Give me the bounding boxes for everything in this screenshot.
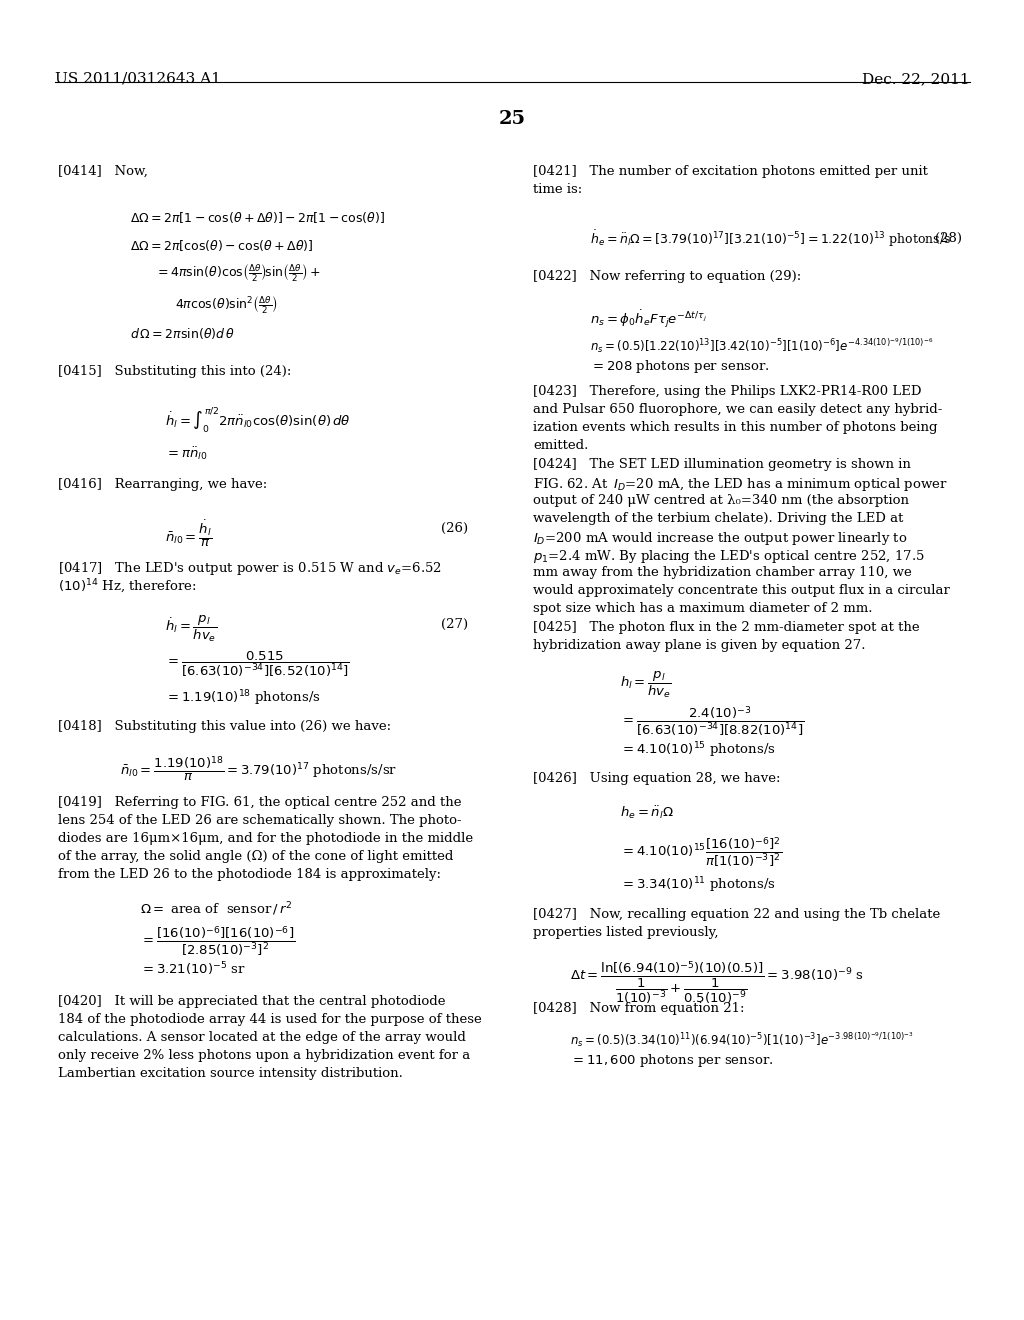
- Text: [0416]   Rearranging, we have:: [0416] Rearranging, we have:: [58, 478, 267, 491]
- Text: $\bar{n}_{l0} = \dfrac{1.19(10)^{18}}{\pi} = 3.79(10)^{17}$ photons/s/sr: $\bar{n}_{l0} = \dfrac{1.19(10)^{18}}{\p…: [120, 754, 397, 783]
- Text: [0423]   Therefore, using the Philips LXK2-PR14-R00 LED: [0423] Therefore, using the Philips LXK2…: [534, 385, 922, 399]
- Text: (27): (27): [441, 618, 468, 631]
- Text: 25: 25: [499, 110, 525, 128]
- Text: $= 4.10(10)^{15}$ photons/s: $= 4.10(10)^{15}$ photons/s: [620, 741, 775, 759]
- Text: only receive 2% less photons upon a hybridization event for a: only receive 2% less photons upon a hybr…: [58, 1049, 470, 1063]
- Text: 184 of the photodiode array 44 is used for the purpose of these: 184 of the photodiode array 44 is used f…: [58, 1012, 481, 1026]
- Text: $\Delta\Omega = 2\pi[\cos(\theta)-\cos(\theta+\Delta\theta)]$: $\Delta\Omega = 2\pi[\cos(\theta)-\cos(\…: [130, 238, 313, 253]
- Text: lens 254 of the LED 26 are schematically shown. The photo-: lens 254 of the LED 26 are schematically…: [58, 814, 462, 828]
- Text: hybridization away plane is given by equation 27.: hybridization away plane is given by equ…: [534, 639, 865, 652]
- Text: diodes are 16μm×16μm, and for the photodiode in the middle: diodes are 16μm×16μm, and for the photod…: [58, 832, 473, 845]
- Text: $\Delta t = \dfrac{\ln[(6.94(10)^{-5})(10)(0.5)]}{\dfrac{1}{1(10)^{-3}}+\dfrac{1: $\Delta t = \dfrac{\ln[(6.94(10)^{-5})(1…: [570, 960, 864, 1007]
- Text: spot size which has a maximum diameter of 2 mm.: spot size which has a maximum diameter o…: [534, 602, 872, 615]
- Text: $= 208$ photons per sensor.: $= 208$ photons per sensor.: [590, 358, 770, 375]
- Text: wavelength of the terbium chelate). Driving the LED at: wavelength of the terbium chelate). Driv…: [534, 512, 903, 525]
- Text: [0415]   Substituting this into (24):: [0415] Substituting this into (24):: [58, 366, 292, 378]
- Text: US 2011/0312643 A1: US 2011/0312643 A1: [55, 73, 221, 86]
- Text: $\dot{h}_l = \dfrac{p_l}{hv_e}$: $\dot{h}_l = \dfrac{p_l}{hv_e}$: [165, 614, 217, 644]
- Text: $I_D$=200 mA would increase the output power linearly to: $I_D$=200 mA would increase the output p…: [534, 531, 907, 546]
- Text: [0417]   The LED's output power is 0.515 W and $v_e$=6.52: [0417] The LED's output power is 0.515 W…: [58, 560, 442, 577]
- Text: $p_1$=2.4 mW. By placing the LED's optical centre 252, 17.5: $p_1$=2.4 mW. By placing the LED's optic…: [534, 548, 925, 565]
- Text: $n_s = (0.5)(3.34(10)^{11})(6.94(10)^{-5})[1(10)^{-3}]e^{-3.98(10)^{-9}/1(10)^{-: $n_s = (0.5)(3.34(10)^{11})(6.94(10)^{-5…: [570, 1030, 913, 1049]
- Text: [0425]   The photon flux in the 2 mm-diameter spot at the: [0425] The photon flux in the 2 mm-diame…: [534, 620, 920, 634]
- Text: [0424]   The SET LED illumination geometry is shown in: [0424] The SET LED illumination geometry…: [534, 458, 911, 471]
- Text: $= 1.19(10)^{18}$ photons/s: $= 1.19(10)^{18}$ photons/s: [165, 688, 321, 708]
- Text: $= 3.21(10)^{-5}$ sr: $= 3.21(10)^{-5}$ sr: [140, 960, 246, 978]
- Text: $\Omega = $ area of  sensor$\,/\,r^2$: $\Omega = $ area of sensor$\,/\,r^2$: [140, 900, 292, 917]
- Text: of the array, the solid angle (Ω) of the cone of light emitted: of the array, the solid angle (Ω) of the…: [58, 850, 454, 863]
- Text: $= \pi\ddot{n}_{l0}$: $= \pi\ddot{n}_{l0}$: [165, 445, 208, 462]
- Text: (26): (26): [441, 521, 468, 535]
- Text: $4\pi\cos(\theta)\sin^2\!\left(\frac{\Delta\theta}{2}\right)$: $4\pi\cos(\theta)\sin^2\!\left(\frac{\De…: [175, 294, 278, 317]
- Text: FIG. 62. At  $I_D$=20 mA, the LED has a minimum optical power: FIG. 62. At $I_D$=20 mA, the LED has a m…: [534, 477, 947, 492]
- Text: would approximately concentrate this output flux in a circular: would approximately concentrate this out…: [534, 583, 950, 597]
- Text: $= 11,600$ photons per sensor.: $= 11,600$ photons per sensor.: [570, 1052, 773, 1069]
- Text: output of 240 μW centred at λ₀=340 nm (the absorption: output of 240 μW centred at λ₀=340 nm (t…: [534, 494, 909, 507]
- Text: $\dot{h}_l = \int_0^{\pi/2} 2\pi\ddot{n}_{l0}\cos(\theta)\sin(\theta)\,d\theta$: $\dot{h}_l = \int_0^{\pi/2} 2\pi\ddot{n}…: [165, 405, 351, 434]
- Text: $= \dfrac{0.515}{[6.63(10)^{-34}][6.52(10)^{14}]}$: $= \dfrac{0.515}{[6.63(10)^{-34}][6.52(1…: [165, 649, 349, 680]
- Text: emitted.: emitted.: [534, 440, 589, 451]
- Text: ization events which results in this number of photons being: ization events which results in this num…: [534, 421, 938, 434]
- Text: calculations. A sensor located at the edge of the array would: calculations. A sensor located at the ed…: [58, 1031, 466, 1044]
- Text: $h_l = \dfrac{p_l}{hv_e}$: $h_l = \dfrac{p_l}{hv_e}$: [620, 671, 672, 700]
- Text: $= 4.10(10)^{15}\dfrac{[16(10)^{-6}]^2}{\pi[1(10)^{-3}]^2}$: $= 4.10(10)^{15}\dfrac{[16(10)^{-6}]^2}{…: [620, 836, 782, 869]
- Text: [0428]   Now from equation 21:: [0428] Now from equation 21:: [534, 1002, 744, 1015]
- Text: $= \dfrac{[16(10)^{-6}][16(10)^{-6}]}{[2.85(10)^{-3}]^2}$: $= \dfrac{[16(10)^{-6}][16(10)^{-6}]}{[2…: [140, 924, 295, 958]
- Text: [0414]   Now,: [0414] Now,: [58, 165, 147, 178]
- Text: $(10)^{14}$ Hz, therefore:: $(10)^{14}$ Hz, therefore:: [58, 578, 197, 597]
- Text: (28): (28): [935, 232, 962, 246]
- Text: Dec. 22, 2011: Dec. 22, 2011: [862, 73, 970, 86]
- Text: [0421]   The number of excitation photons emitted per unit: [0421] The number of excitation photons …: [534, 165, 928, 178]
- Text: $= 3.34(10)^{11}$ photons/s: $= 3.34(10)^{11}$ photons/s: [620, 875, 775, 895]
- Text: Lambertian excitation source intensity distribution.: Lambertian excitation source intensity d…: [58, 1067, 402, 1080]
- Text: [0420]   It will be appreciated that the central photodiode: [0420] It will be appreciated that the c…: [58, 995, 445, 1008]
- Text: $h_e = \ddot{n}_l\Omega$: $h_e = \ddot{n}_l\Omega$: [620, 804, 674, 821]
- Text: [0422]   Now referring to equation (29):: [0422] Now referring to equation (29):: [534, 271, 801, 282]
- Text: [0419]   Referring to FIG. 61, the optical centre 252 and the: [0419] Referring to FIG. 61, the optical…: [58, 796, 462, 809]
- Text: mm away from the hybridization chamber array 110, we: mm away from the hybridization chamber a…: [534, 566, 911, 579]
- Text: and Pulsar 650 fluorophore, we can easily detect any hybrid-: and Pulsar 650 fluorophore, we can easil…: [534, 403, 942, 416]
- Text: from the LED 26 to the photodiode 184 is approximately:: from the LED 26 to the photodiode 184 is…: [58, 869, 441, 880]
- Text: $= 4\pi\sin(\theta)\cos\!\left(\frac{\Delta\theta}{2}\right)\!\sin\!\left(\frac{: $= 4\pi\sin(\theta)\cos\!\left(\frac{\De…: [155, 263, 322, 284]
- Text: $= \dfrac{2.4(10)^{-3}}{[6.63(10)^{-34}][8.82(10)^{14}]}$: $= \dfrac{2.4(10)^{-3}}{[6.63(10)^{-34}]…: [620, 704, 804, 738]
- Text: $\Delta\Omega = 2\pi[1-\cos(\theta+\Delta\theta)]-2\pi[1-\cos(\theta)]$: $\Delta\Omega = 2\pi[1-\cos(\theta+\Delt…: [130, 210, 385, 224]
- Text: $n_s = (0.5)[1.22(10)^{13}][3.42(10)^{-5}][1(10)^{-6}]e^{-4.34(10)^{-9}/1(10)^{-: $n_s = (0.5)[1.22(10)^{13}][3.42(10)^{-5…: [590, 337, 933, 355]
- Text: [0418]   Substituting this value into (26) we have:: [0418] Substituting this value into (26)…: [58, 719, 391, 733]
- Text: $\dot{h}_e = \ddot{n}_l\Omega = [3.79(10)^{17}][3.21(10)^{-5}] = 1.22(10)^{13}$ : $\dot{h}_e = \ddot{n}_l\Omega = [3.79(10…: [590, 228, 951, 248]
- Text: $\bar{n}_{l0} = \dfrac{\dot{h}_l}{\pi}$: $\bar{n}_{l0} = \dfrac{\dot{h}_l}{\pi}$: [165, 517, 212, 549]
- Text: time is:: time is:: [534, 183, 583, 195]
- Text: [0426]   Using equation 28, we have:: [0426] Using equation 28, we have:: [534, 772, 780, 785]
- Text: $n_s = \phi_0\dot{h}_e F\tau_j e^{-\Delta t/\tau_j}$: $n_s = \phi_0\dot{h}_e F\tau_j e^{-\Delt…: [590, 308, 707, 330]
- Text: [0427]   Now, recalling equation 22 and using the Tb chelate: [0427] Now, recalling equation 22 and us…: [534, 908, 940, 921]
- Text: properties listed previously,: properties listed previously,: [534, 927, 719, 939]
- Text: $d\,\Omega = 2\pi\sin(\theta)d\,\theta$: $d\,\Omega = 2\pi\sin(\theta)d\,\theta$: [130, 326, 236, 341]
